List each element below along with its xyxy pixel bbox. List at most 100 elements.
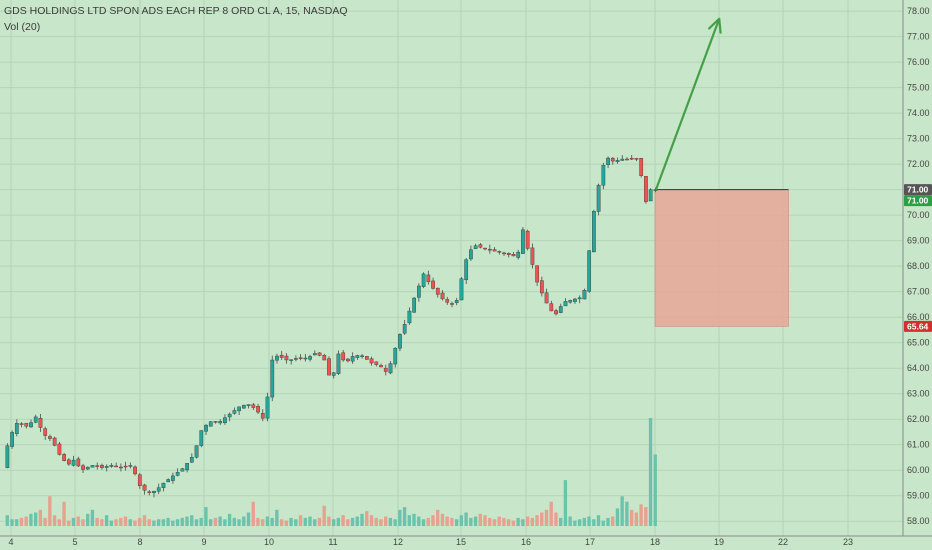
volume-bar <box>412 513 416 526</box>
candle-body <box>350 356 355 362</box>
price-tag <box>904 184 932 196</box>
candle-body <box>180 468 185 472</box>
volume-bar <box>402 507 407 526</box>
candle-body <box>417 285 421 298</box>
y-tick-label: 66.00 <box>907 312 930 322</box>
candle-body <box>445 299 450 303</box>
candle-body <box>487 248 492 251</box>
candle-body <box>66 459 71 465</box>
candle-body <box>29 422 33 428</box>
volume-bar <box>421 519 426 526</box>
candle-body <box>260 413 265 419</box>
stop-loss-zone <box>654 189 789 327</box>
candle-body <box>251 404 256 408</box>
volume-bar <box>10 519 14 526</box>
volume-bar <box>511 520 516 526</box>
volume-bar <box>327 516 331 526</box>
volume-bar <box>530 517 534 526</box>
candle-body <box>625 158 629 161</box>
candle-body <box>24 423 29 427</box>
candle-body <box>492 249 497 252</box>
volume-bar <box>322 505 326 526</box>
candle-body <box>379 365 383 368</box>
volume-bar <box>5 515 9 526</box>
candle-body <box>189 457 194 463</box>
candle-body <box>530 247 535 265</box>
volume-bar <box>497 516 501 526</box>
volume-bar <box>289 517 293 526</box>
candle-body <box>95 465 100 467</box>
y-tick-label: 69.00 <box>907 236 930 246</box>
y-tick-label: 73.00 <box>907 134 930 144</box>
candle-body <box>223 417 227 424</box>
volume-bar <box>596 515 601 526</box>
projection-arrow-head <box>708 17 722 34</box>
volume-bar <box>369 515 374 526</box>
volume-bar <box>218 516 222 526</box>
candle-body <box>582 290 587 300</box>
volume-bar <box>308 516 312 526</box>
volume-bar <box>133 520 137 526</box>
volume-bar <box>653 454 657 526</box>
volume-bar <box>19 517 24 526</box>
volume-bar <box>232 517 236 526</box>
candle-body <box>152 490 156 494</box>
volume-bar <box>114 519 118 526</box>
candle-body <box>478 244 483 248</box>
volume-bar <box>365 511 369 526</box>
volume-bar <box>360 513 364 526</box>
volume-bar <box>540 512 544 526</box>
candle-body <box>558 306 563 313</box>
candle-body <box>573 298 577 302</box>
volume-bar <box>223 519 227 526</box>
candle-body <box>48 436 52 439</box>
y-tick-label: 70.00 <box>907 210 930 220</box>
volume-bar <box>478 513 482 526</box>
volume-bar <box>426 517 430 526</box>
y-tick-label: 63.00 <box>907 389 930 399</box>
volume-bar <box>90 509 95 526</box>
candle-body <box>270 359 275 398</box>
y-tick-label: 67.00 <box>907 287 930 297</box>
volume-bar <box>190 515 194 526</box>
candle-body <box>402 324 407 334</box>
price-tag <box>904 195 932 207</box>
volume-bar <box>625 501 629 526</box>
candle-body <box>525 230 530 249</box>
candle-body <box>364 356 369 360</box>
candle-body <box>275 355 279 361</box>
volume-bar <box>128 519 132 526</box>
volume-bar <box>459 515 464 526</box>
candle-body <box>194 445 199 458</box>
volume-bar <box>81 519 85 526</box>
candle-body <box>606 157 610 165</box>
price-tag <box>904 320 932 332</box>
candle-body <box>554 310 558 315</box>
candle-body <box>355 355 360 358</box>
candle-body <box>568 300 573 303</box>
volume-bar <box>237 519 241 526</box>
volume-bar <box>246 512 251 526</box>
symbol-title: GDS HOLDINGS LTD SPON ADS EACH REP 8 ORD… <box>4 5 348 17</box>
volume-bar <box>644 507 648 526</box>
volume-bar <box>431 515 435 526</box>
x-tick-label: 22 <box>778 537 788 547</box>
candle-body <box>544 292 549 304</box>
candle-body <box>57 443 62 455</box>
volume-bar <box>554 512 558 526</box>
candle-body <box>639 158 644 176</box>
candle-body <box>601 165 606 186</box>
candle-body <box>52 437 57 446</box>
volume-bar <box>483 515 487 526</box>
y-tick-label: 78.00 <box>907 6 930 16</box>
volume-bar <box>417 516 421 526</box>
candle-body <box>204 425 208 432</box>
volume-bar <box>346 519 350 526</box>
volume-bar <box>227 513 232 526</box>
volume-bar <box>464 512 468 526</box>
candle-body <box>218 421 223 424</box>
volume-bar <box>336 517 341 526</box>
candle-body <box>294 358 298 360</box>
